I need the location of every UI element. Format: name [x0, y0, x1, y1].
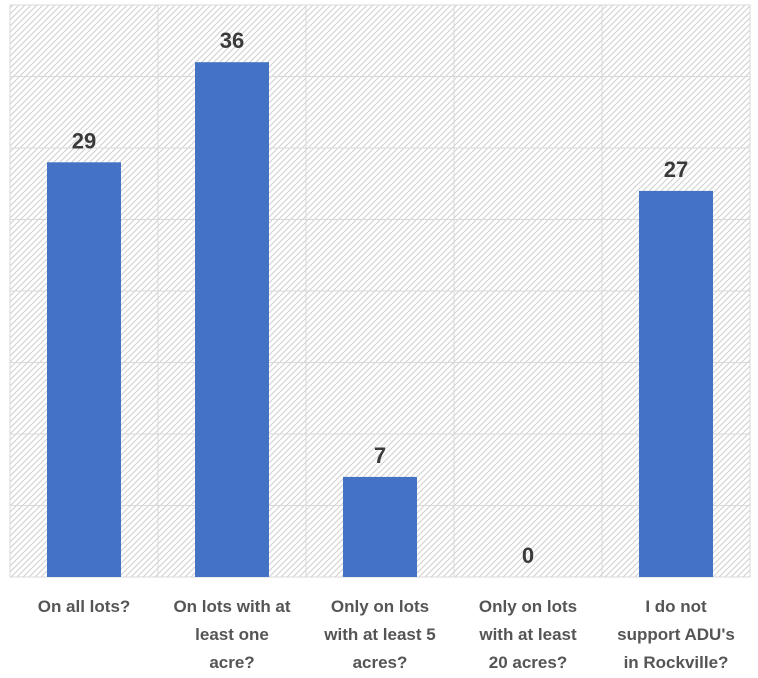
- category-label-3: Only on lots with at least 5 acres?: [323, 597, 435, 672]
- gridlines: [10, 5, 750, 577]
- category-label-line: Only on lots: [479, 597, 577, 616]
- data-label-1: 29: [72, 128, 96, 153]
- category-label-line: On all lots?: [38, 597, 131, 616]
- category-label-4: Only on lots with at least 20 acres?: [478, 597, 577, 672]
- category-label-line: I do not: [645, 597, 707, 616]
- category-label-line: acres?: [353, 653, 408, 672]
- category-label-2: On lots with at least one acre?: [173, 597, 290, 672]
- data-label-4: 0: [522, 543, 534, 568]
- data-label-5: 27: [664, 157, 688, 182]
- category-label-line: support ADU's: [617, 625, 735, 644]
- data-labels: 29 36 7 0 27: [72, 28, 688, 568]
- category-label-line: Only on lots: [331, 597, 429, 616]
- category-label-1: On all lots?: [38, 597, 131, 616]
- bar-2: [195, 62, 269, 577]
- data-label-3: 7: [374, 443, 386, 468]
- category-label-line: 20 acres?: [489, 653, 567, 672]
- bar-3: [343, 476, 417, 577]
- category-label-line: least one: [195, 625, 269, 644]
- bar-1: [47, 162, 121, 578]
- bar-5: [639, 190, 713, 577]
- category-label-line: in Rockville?: [624, 653, 729, 672]
- category-label-line: with at least 5: [323, 625, 435, 644]
- data-label-2: 36: [220, 28, 244, 53]
- bars: [47, 62, 713, 578]
- category-label-line: acre?: [209, 653, 254, 672]
- category-labels: On all lots? On lots with at least one acre…: [38, 597, 735, 672]
- category-label-5: I do not support ADU's in Rockville?: [617, 597, 735, 672]
- category-label-line: On lots with at: [173, 597, 290, 616]
- category-label-line: with at least: [478, 625, 577, 644]
